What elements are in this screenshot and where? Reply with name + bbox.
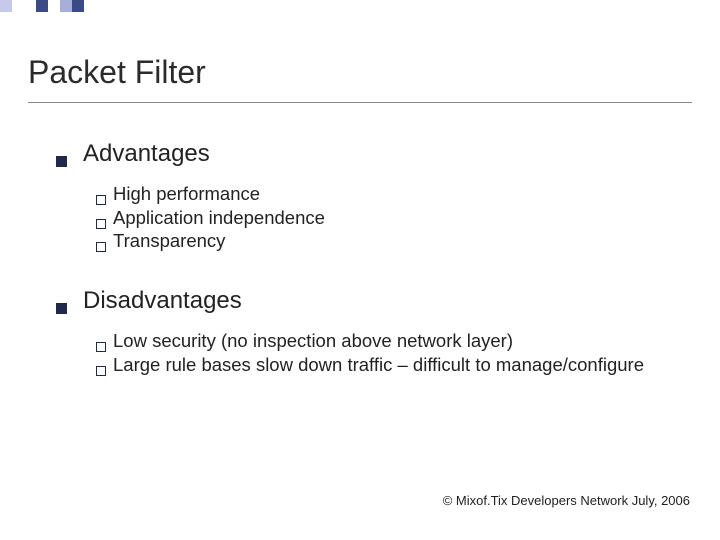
list-item-text: Application independence <box>113 206 676 230</box>
list-item: Application independence <box>96 206 676 230</box>
list-item: Low security (no inspection above networ… <box>96 329 676 353</box>
list-item-text: Low security (no inspection above networ… <box>113 329 676 353</box>
list-item: Large rule bases slow down traffic – dif… <box>96 353 676 377</box>
section-heading: Advantages <box>83 140 210 168</box>
hollow-square-bullet-icon <box>96 242 106 252</box>
section-heading-row: Disadvantages <box>56 287 676 315</box>
deco-cell <box>48 0 60 12</box>
deco-cell <box>72 0 84 12</box>
section-heading: Disadvantages <box>83 287 242 315</box>
section-heading-row: Advantages <box>56 140 676 168</box>
sub-list: High performance Application independenc… <box>56 182 676 253</box>
deco-cell <box>60 0 72 12</box>
square-bullet-icon <box>56 156 67 167</box>
list-item-text: Transparency <box>113 229 676 253</box>
square-bullet-icon <box>56 303 67 314</box>
hollow-square-bullet-icon <box>96 342 106 352</box>
corner-decoration <box>0 0 96 12</box>
hollow-square-bullet-icon <box>96 366 106 376</box>
deco-cell <box>24 0 36 12</box>
title-underline <box>28 102 692 103</box>
deco-cell <box>12 0 24 12</box>
deco-cell <box>36 0 48 12</box>
copyright-footer: © Mixof.Tix Developers Network July, 200… <box>443 493 690 508</box>
section-disadvantages: Disadvantages Low security (no inspectio… <box>56 287 676 376</box>
deco-cell <box>84 0 96 12</box>
list-item-text: Large rule bases slow down traffic – dif… <box>113 353 676 377</box>
section-advantages: Advantages High performance Application … <box>56 140 676 253</box>
hollow-square-bullet-icon <box>96 195 106 205</box>
slide-title: Packet Filter <box>28 54 206 91</box>
slide-body: Advantages High performance Application … <box>56 140 676 410</box>
sub-list: Low security (no inspection above networ… <box>56 329 676 376</box>
list-item-text: High performance <box>113 182 676 206</box>
list-item: High performance <box>96 182 676 206</box>
deco-cell <box>0 0 12 12</box>
hollow-square-bullet-icon <box>96 219 106 229</box>
list-item: Transparency <box>96 229 676 253</box>
